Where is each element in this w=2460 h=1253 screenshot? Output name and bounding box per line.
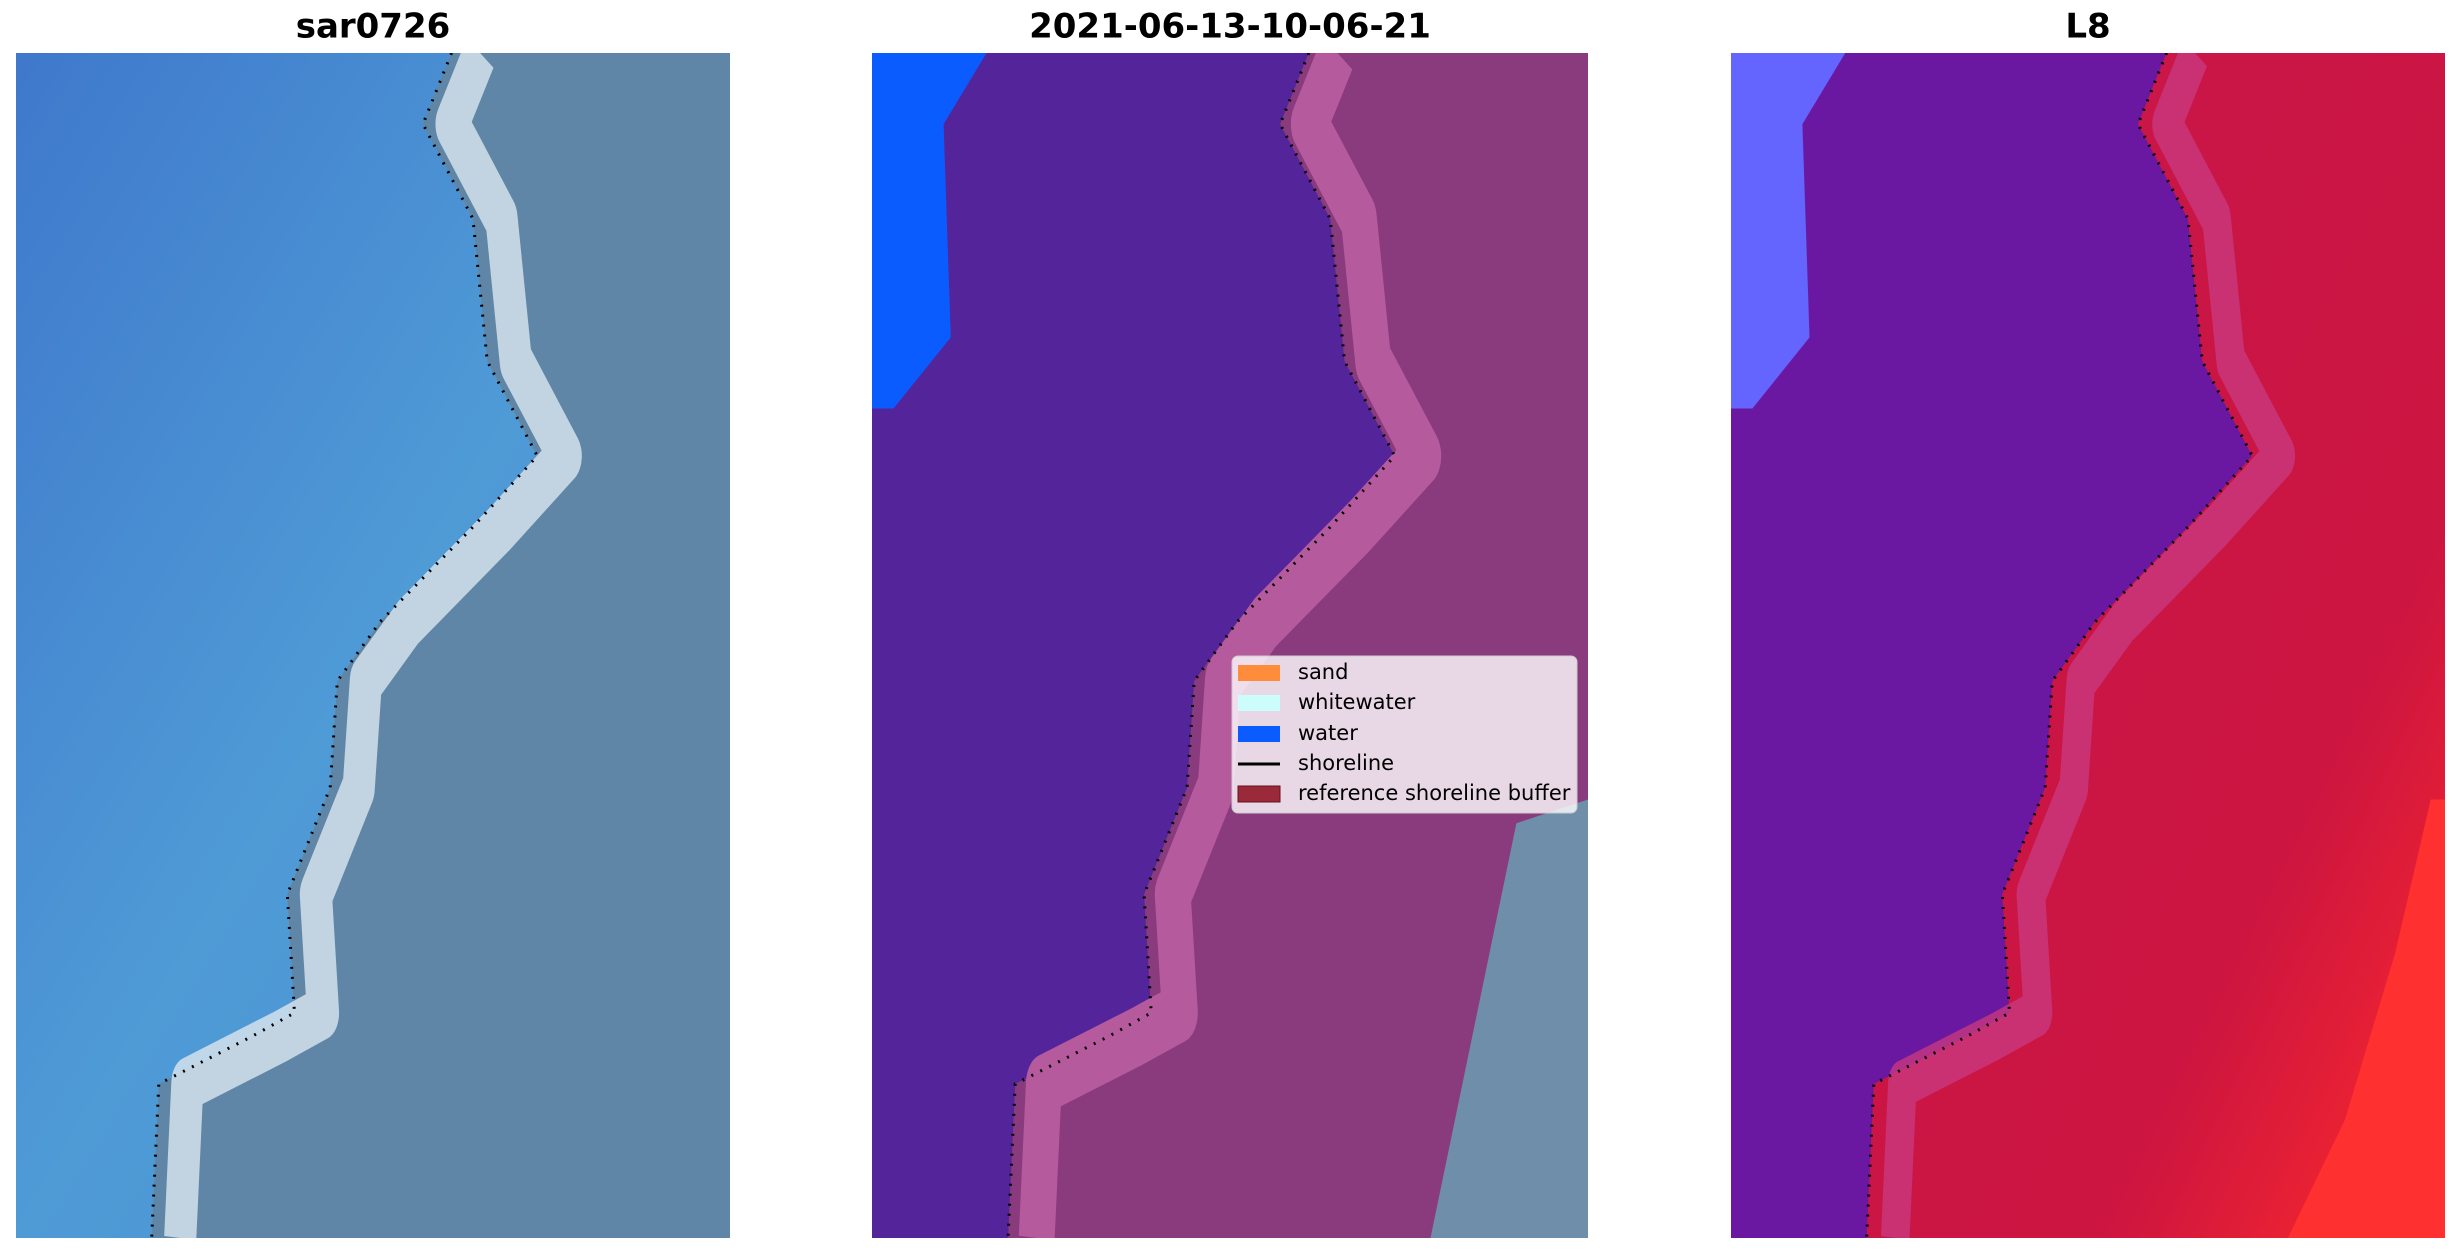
legend-swatch bbox=[1237, 785, 1281, 803]
legend-label: sand bbox=[1298, 660, 1348, 684]
image-panel bbox=[1731, 53, 2445, 1238]
image-panel bbox=[872, 53, 1588, 1238]
legend-swatch bbox=[1238, 695, 1280, 711]
legend: sand whitewater water shoreline referenc… bbox=[1231, 655, 1578, 814]
legend-swatch bbox=[1238, 665, 1280, 681]
panel-title: L8 bbox=[2065, 7, 2110, 47]
panel-title: sar0726 bbox=[296, 7, 451, 47]
legend-box bbox=[1231, 655, 1578, 814]
image-panel bbox=[16, 53, 730, 1238]
legend-swatch bbox=[1238, 726, 1280, 742]
legend-label: shoreline bbox=[1298, 751, 1394, 775]
legend-label: reference shoreline buffer bbox=[1298, 781, 1571, 805]
legend-label: whitewater bbox=[1298, 690, 1416, 714]
panel-title: 2021-06-13-10-06-21 bbox=[1029, 7, 1431, 47]
legend-label: water bbox=[1298, 721, 1358, 745]
